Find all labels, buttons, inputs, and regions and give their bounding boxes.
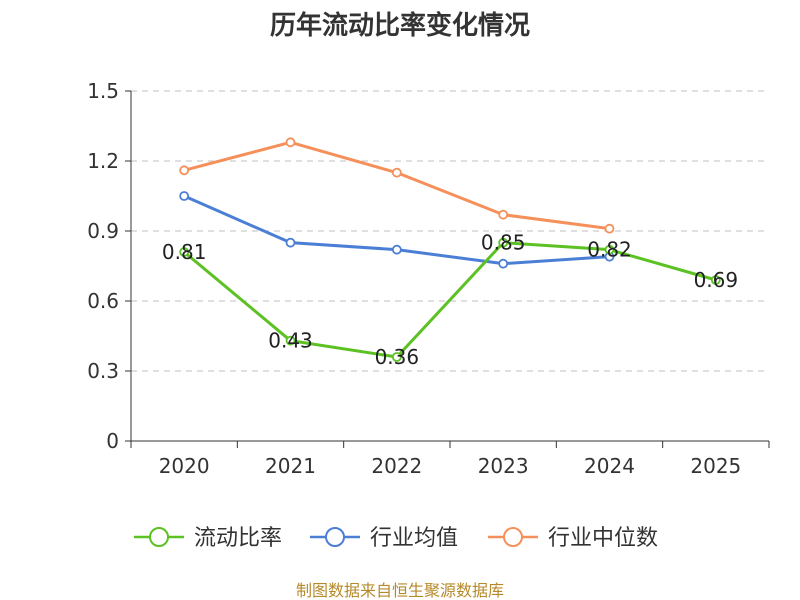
legend-marker bbox=[325, 527, 345, 547]
legend-marker bbox=[503, 527, 523, 547]
data-label: 0.81 bbox=[162, 240, 207, 264]
x-tick-label: 2020 bbox=[159, 454, 210, 478]
legend-label: 行业均值 bbox=[370, 526, 458, 551]
data-point bbox=[498, 209, 509, 220]
data-point bbox=[498, 258, 509, 269]
legend-marker bbox=[149, 527, 169, 547]
data-point bbox=[604, 244, 615, 255]
data-point bbox=[179, 165, 190, 176]
data-label: 0.85 bbox=[481, 231, 526, 255]
data-point bbox=[285, 137, 296, 148]
data-point bbox=[285, 335, 296, 346]
x-tick-label: 2021 bbox=[265, 454, 316, 478]
data-label: 0.82 bbox=[587, 238, 632, 262]
y-tick-label: 0.9 bbox=[87, 219, 119, 243]
data-label: 0.36 bbox=[375, 345, 420, 369]
legend: 流动比率 行业均值 行业中位数 bbox=[134, 526, 658, 551]
data-point bbox=[391, 352, 402, 362]
y-tick-label: 0 bbox=[106, 429, 119, 453]
data-point bbox=[391, 167, 402, 178]
series-line bbox=[183, 140, 610, 231]
y-tick-label: 0.6 bbox=[87, 289, 119, 313]
data-point bbox=[391, 244, 402, 255]
source-note: 制图数据来自恒生聚源数据库 bbox=[296, 581, 504, 600]
y-tick-label: 1.2 bbox=[87, 149, 119, 173]
legend-label: 流动比率 bbox=[194, 526, 282, 551]
y-tick-label: 0.3 bbox=[87, 359, 119, 383]
data-point bbox=[179, 191, 190, 201]
data-point bbox=[710, 275, 721, 285]
x-tick-label: 2022 bbox=[371, 454, 422, 478]
data-point bbox=[604, 223, 615, 234]
data-labels: 0.81 0.43 0.36 0.85 0.82 0.69 bbox=[162, 231, 738, 369]
x-tick-label: 2025 bbox=[690, 454, 741, 478]
x-tick-label: 2024 bbox=[584, 454, 635, 478]
chart-title: 历年流动比率变化情况 bbox=[270, 10, 530, 41]
x-tick-label: 2023 bbox=[478, 454, 529, 478]
axes: 0 0.3 0.6 0.9 1.2 1.5 2020 2021 2022 2023 2024 2025 bbox=[87, 79, 770, 478]
y-tick-label: 1.5 bbox=[87, 79, 119, 103]
series-lines bbox=[179, 137, 721, 362]
grid-lines bbox=[131, 90, 769, 372]
data-point bbox=[285, 237, 296, 248]
series-line bbox=[183, 241, 717, 359]
data-point bbox=[179, 247, 190, 257]
legend-label: 行业中位数 bbox=[548, 526, 658, 551]
data-point bbox=[498, 237, 509, 248]
data-label: 0.69 bbox=[694, 268, 739, 292]
data-label: 0.43 bbox=[268, 329, 313, 353]
